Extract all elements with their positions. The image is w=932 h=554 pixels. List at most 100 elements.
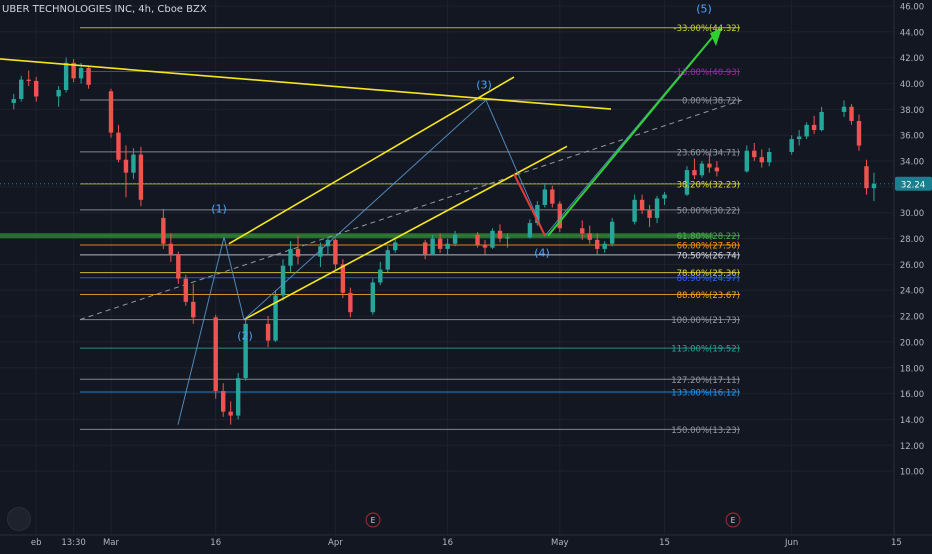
candle-body — [699, 163, 705, 176]
candle-body — [430, 238, 435, 255]
fib-level-label: 127.20%(17.11) — [671, 376, 740, 386]
candle-body — [796, 136, 802, 140]
time-tick-label: 15 — [891, 538, 902, 548]
price-tick-label: 26.00 — [900, 261, 924, 271]
candle-body — [707, 163, 712, 168]
candle-body — [535, 204, 540, 224]
price-tick-label: 30.00 — [900, 209, 924, 219]
candle-body — [602, 243, 607, 249]
candle-body — [595, 239, 600, 249]
earnings-marker[interactable]: E — [365, 512, 381, 528]
candle-body — [86, 68, 91, 85]
time-tick-label: Apr — [328, 538, 343, 548]
candle-body — [767, 151, 772, 163]
candle-body — [265, 323, 271, 341]
candle-body — [550, 189, 555, 204]
candle-body — [819, 111, 824, 131]
candle-body — [527, 223, 533, 238]
candle-body — [78, 68, 84, 79]
candle-body — [393, 242, 398, 251]
candle-body — [692, 170, 697, 176]
candle-body — [176, 254, 181, 279]
price-tick-label: 46.00 — [900, 3, 924, 13]
fib-level-label: 80.90%(24.97) — [677, 274, 740, 284]
fib-level-label: 61.80%(28.22) — [677, 232, 740, 242]
candle-body — [587, 233, 592, 240]
candle-body — [340, 264, 346, 293]
fib-level-label: -33.00%(44.32) — [674, 24, 740, 34]
price-tick-label: 28.00 — [900, 235, 924, 245]
candle-body — [871, 183, 877, 189]
candle-body — [168, 243, 174, 255]
fib-level-label: 78.60%(25.36) — [677, 269, 740, 279]
candle-body — [161, 217, 166, 244]
candle-body — [639, 199, 645, 211]
candle-body — [183, 278, 188, 302]
candle-body — [714, 167, 720, 172]
candle-body — [295, 248, 301, 257]
candle-body — [609, 221, 615, 244]
wave-label: (2) — [237, 329, 253, 342]
price-tick-label: 12.00 — [900, 442, 924, 452]
wave-label: (1) — [211, 203, 227, 216]
projection-arrowhead — [710, 27, 722, 47]
candle-body — [138, 154, 144, 200]
candle-body — [422, 242, 428, 255]
candle-body — [475, 234, 480, 246]
candle-body — [370, 282, 375, 313]
candle-body — [56, 89, 61, 97]
candle-body — [131, 154, 136, 173]
candle-body — [108, 91, 114, 133]
fib-level-label: 100.00%(21.73) — [671, 316, 740, 326]
time-axis — [0, 535, 932, 550]
candle-body — [662, 194, 667, 199]
candle-body — [654, 198, 660, 218]
candle-body — [789, 139, 794, 152]
candle-body — [19, 79, 24, 100]
channel-lower-line — [243, 145, 568, 321]
candle-body — [273, 295, 278, 341]
price-tick-label: 20.00 — [900, 338, 924, 348]
candle-body — [580, 228, 585, 234]
fib-level-label: 50.00%(30.22) — [677, 206, 740, 216]
price-tick-label: 10.00 — [900, 468, 924, 478]
wave-label: (5) — [696, 2, 712, 15]
earnings-marker[interactable]: E — [725, 512, 741, 528]
fib-level-label: 113.00%(19.52) — [671, 345, 740, 355]
candle-body — [632, 199, 637, 222]
price-axis — [894, 0, 932, 535]
fib-level-label: 38.20%(32.23) — [677, 180, 740, 190]
candle-body — [647, 210, 652, 218]
time-tick-label: Jun — [784, 538, 798, 548]
candle-body — [235, 378, 241, 416]
candle-body — [445, 243, 450, 249]
candle-body — [26, 79, 31, 81]
fib-level-label: 70.50%(26.74) — [677, 251, 740, 261]
candle-body — [437, 238, 443, 249]
projection-down-arrow — [513, 173, 546, 237]
price-tick-label: 34.00 — [900, 158, 924, 168]
earnings-marker-label: E — [731, 516, 736, 525]
fib-level-label: 0.00%(38.72) — [682, 97, 740, 107]
candle-body — [116, 132, 121, 160]
wave-label: (4) — [534, 247, 550, 260]
fib-level-label: -13.00%(40.93) — [674, 68, 740, 78]
fib-618-zone — [0, 233, 713, 239]
price-tick-label: 40.00 — [900, 80, 924, 90]
wave-label: (3) — [476, 79, 492, 92]
time-tick-label: 15 — [659, 538, 670, 548]
candle-body — [864, 166, 869, 189]
chart-title: UBER TECHNOLOGIES INC, 4h, Cboe BZX — [2, 4, 207, 15]
candle-body — [288, 248, 293, 266]
tradingview-logo-icon — [7, 507, 31, 531]
candle-body — [856, 120, 862, 146]
candle-body — [759, 157, 764, 163]
candle-body — [811, 124, 817, 131]
candle-body — [849, 106, 854, 121]
candle-body — [243, 323, 248, 379]
candle-body — [752, 150, 757, 158]
time-tick-label: Mar — [103, 538, 120, 548]
candle-body — [482, 245, 488, 248]
